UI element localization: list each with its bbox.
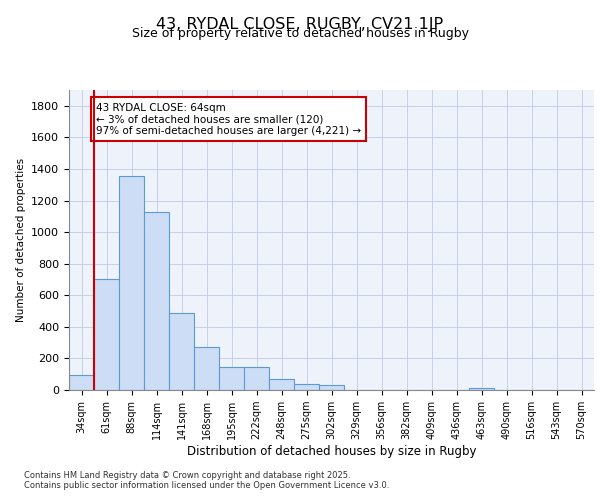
Text: Contains public sector information licensed under the Open Government Licence v3: Contains public sector information licen…	[24, 482, 389, 490]
Text: Size of property relative to detached houses in Rugby: Size of property relative to detached ho…	[131, 28, 469, 40]
Bar	[269, 380, 294, 390]
Bar	[294, 384, 319, 390]
Bar	[319, 386, 344, 390]
Bar	[69, 375, 94, 390]
Text: Contains HM Land Registry data © Crown copyright and database right 2025.: Contains HM Land Registry data © Crown c…	[24, 472, 350, 480]
Bar	[144, 212, 169, 390]
Bar	[119, 176, 144, 390]
X-axis label: Distribution of detached houses by size in Rugby: Distribution of detached houses by size …	[187, 445, 476, 458]
Bar	[169, 312, 194, 390]
Bar	[94, 280, 119, 390]
Bar	[194, 346, 219, 390]
Bar	[469, 388, 494, 390]
Bar	[219, 367, 244, 390]
Text: 43 RYDAL CLOSE: 64sqm
← 3% of detached houses are smaller (120)
97% of semi-deta: 43 RYDAL CLOSE: 64sqm ← 3% of detached h…	[96, 102, 361, 136]
Y-axis label: Number of detached properties: Number of detached properties	[16, 158, 26, 322]
Text: 43, RYDAL CLOSE, RUGBY, CV21 1JP: 43, RYDAL CLOSE, RUGBY, CV21 1JP	[157, 18, 443, 32]
Bar	[244, 367, 269, 390]
